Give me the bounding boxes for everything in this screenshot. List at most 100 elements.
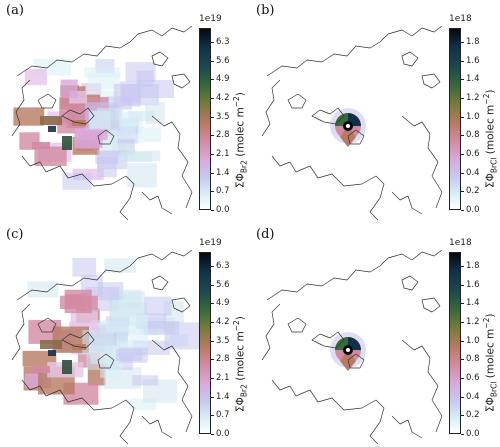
panel-label: (b) [256, 3, 275, 18]
panel-c: (c) 1e19 6.3 5.6 4.9 4.2 3.5 2.8 2.1 1.4 0.7 0.0 … [0, 224, 250, 447]
colorbar-tick-label: 6.3 [216, 37, 230, 47]
flux-cell [81, 90, 119, 101]
coastline [421, 297, 441, 313]
flux-cell [106, 320, 130, 332]
colorbar-multiplier: 1e18 [449, 238, 472, 248]
colorbar-tick-label: 1.4 [216, 391, 230, 402]
colorbar-tick-mark [211, 154, 214, 155]
coastline [151, 115, 193, 209]
coastline [151, 275, 169, 291]
colorbar [199, 28, 211, 210]
colorbar-tick-label: 0.4 [466, 391, 480, 402]
colorbar-label: ΣΦBr2 (molec m−2) [232, 316, 249, 412]
colorbar-tick-mark [211, 378, 214, 379]
colorbar-tick-label: 1.6 [466, 55, 480, 66]
flux-cell [143, 321, 180, 335]
flux-cell [13, 107, 45, 126]
coastline [361, 399, 385, 445]
colorbar-tick-label: 1.8 [466, 37, 480, 47]
coastline [111, 399, 135, 445]
map-canvas [261, 25, 443, 221]
flux-cell [84, 67, 121, 78]
colorbar-tick-label: 1.0 [466, 111, 480, 122]
colorbar-tick-label: 4.2 [216, 93, 230, 103]
colorbar-tick-mark [461, 434, 464, 435]
colorbar-tick-mark [211, 303, 214, 305]
flux-cell [82, 329, 114, 355]
flux-cell [87, 73, 120, 90]
colorbar-tick-label: 1.2 [466, 93, 480, 103]
colorbar-tick-mark [211, 172, 214, 174]
coastline [391, 415, 423, 439]
coastline [271, 379, 363, 411]
colorbar-tick-mark [211, 322, 214, 323]
coastline [266, 265, 381, 301]
colorbar-tick-label: 0.8 [466, 130, 480, 141]
coastline [401, 51, 419, 67]
arctic-map [252, 240, 457, 445]
colorbar-multiplier: 1e19 [199, 238, 222, 248]
coastline [141, 415, 173, 439]
colorbar-tick-mark [461, 154, 464, 155]
coastline [379, 249, 443, 267]
colorbar-tick-mark [211, 340, 214, 342]
colorbar-tick-label: 0.7 [216, 186, 230, 197]
panel-b: (b) 1e18 1.8 1.6 1.4 1.2 1.0 0.8 0.6 0.4 0.2 0.0 … [250, 0, 500, 223]
flux-cell [32, 142, 50, 149]
colorbar-tick-label: 2.1 [216, 373, 230, 383]
colorbar-label: ΣΦBr2 (molec m−2) [232, 92, 249, 188]
coastline [171, 297, 191, 313]
flux-cell [137, 79, 174, 98]
flux-cell [48, 350, 56, 356]
map-canvas [11, 249, 200, 445]
coastline [129, 25, 193, 43]
flux-cell [24, 68, 47, 86]
colorbar-tick-mark [461, 340, 464, 342]
colorbar-tick-mark [211, 98, 214, 99]
coastline [16, 41, 131, 77]
flux-cell [74, 128, 103, 149]
colorbar-tick-mark [211, 135, 214, 137]
colorbar-tick-mark [211, 359, 214, 361]
colorbar-tick-label: 4.9 [216, 298, 230, 309]
coastline [401, 115, 443, 209]
coastline [11, 79, 31, 137]
coastline [11, 303, 31, 361]
arctic-map [2, 16, 207, 221]
coastline [61, 107, 95, 125]
arctic-map [252, 16, 457, 221]
colorbar-tick-label: 0.7 [216, 410, 230, 421]
colorbar-tick-label: 4.2 [216, 317, 230, 327]
colorbar-tick-mark [211, 42, 214, 43]
coastline [361, 175, 385, 221]
colorbar-tick-mark [211, 60, 214, 62]
colorbar-tick-mark [461, 98, 464, 99]
coastline [391, 191, 423, 215]
colorbar-tick-label: 6.3 [216, 261, 230, 271]
colorbar-tick-mark [461, 415, 464, 417]
flux-center [346, 124, 350, 128]
flux-cell [27, 281, 59, 298]
coastline [97, 129, 115, 145]
colorbar-tick-label: 4.9 [216, 74, 230, 85]
colorbar-tick-label: 0.2 [466, 186, 480, 197]
coastline [287, 317, 307, 333]
colorbar-label: ΣΦBrCl (molec m−2) [482, 89, 499, 188]
coastline [379, 25, 443, 43]
colorbar-tick-label: 0.0 [216, 429, 230, 439]
colorbar-multiplier: 1e19 [199, 14, 222, 24]
coastline [151, 51, 169, 67]
coastline [111, 175, 135, 221]
colorbar-tick-mark [461, 284, 464, 286]
coastline [37, 317, 57, 333]
flux-cell [62, 360, 72, 374]
colorbar-tick-label: 0.4 [466, 167, 480, 178]
colorbar-tick-mark [461, 116, 464, 118]
colorbar-tick-mark [211, 79, 214, 81]
flux-cell [34, 146, 67, 166]
colorbar-tick-label: 1.4 [466, 74, 480, 85]
colorbar-tick-label: 0.6 [466, 149, 480, 159]
flux-cell [32, 366, 50, 373]
flux-center [346, 348, 350, 352]
colorbar-tick-mark [461, 79, 464, 81]
